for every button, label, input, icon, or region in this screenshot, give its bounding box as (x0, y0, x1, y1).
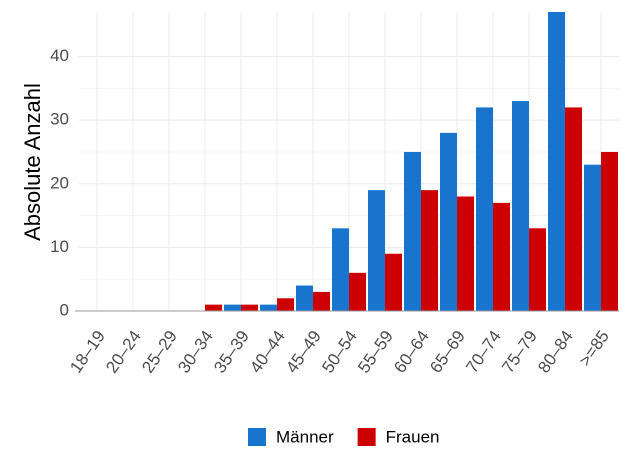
x-tick-label: 80–84 (534, 327, 577, 377)
bar (457, 196, 474, 311)
x-tick-label: 65–69 (426, 327, 469, 377)
bar (440, 132, 457, 311)
x-tick-label: 50–54 (318, 327, 361, 377)
bar (476, 107, 493, 311)
bar (548, 12, 565, 311)
bar (260, 304, 277, 311)
x-tick-label: 20–24 (102, 327, 145, 377)
legend-swatch (248, 428, 266, 446)
bar (404, 151, 421, 311)
x-tick-label: 60–64 (390, 327, 433, 377)
bar (313, 291, 330, 311)
x-tick-label: 75–79 (498, 327, 541, 377)
y-tick-label: 10 (50, 237, 69, 256)
x-tick-label: 18–19 (66, 327, 109, 377)
bar (529, 228, 546, 311)
y-tick-label: 0 (60, 300, 69, 319)
x-tick-label: 30–34 (174, 327, 217, 377)
bar (368, 190, 385, 311)
bar (296, 285, 313, 311)
legend-label: Frauen (386, 427, 440, 446)
legend-label: Männer (276, 427, 334, 446)
bar (565, 107, 582, 311)
bar (277, 298, 294, 311)
bar (241, 304, 258, 311)
bar (601, 151, 618, 311)
bar (205, 304, 222, 311)
bar (332, 228, 349, 311)
x-tick-label: 40–44 (246, 327, 289, 377)
y-tick-label: 20 (50, 173, 69, 192)
x-tick-label: 70–74 (462, 327, 505, 377)
x-tick-label: 25–29 (138, 327, 181, 377)
x-tick-label: 55–59 (354, 327, 397, 377)
bar (385, 253, 402, 311)
x-tick-label: 35–39 (210, 327, 253, 377)
bar (512, 101, 529, 311)
y-axis-label: Absolute Anzahl (20, 83, 45, 241)
bar (584, 164, 601, 311)
bar (349, 272, 366, 311)
bar (421, 190, 438, 311)
legend-swatch (357, 428, 376, 446)
bar (224, 304, 241, 311)
y-tick-label: 30 (50, 110, 69, 129)
bar (493, 202, 510, 311)
x-tick-label: >=85 (575, 327, 613, 370)
y-tick-label: 40 (50, 46, 69, 65)
x-tick-label: 45–49 (282, 327, 325, 377)
